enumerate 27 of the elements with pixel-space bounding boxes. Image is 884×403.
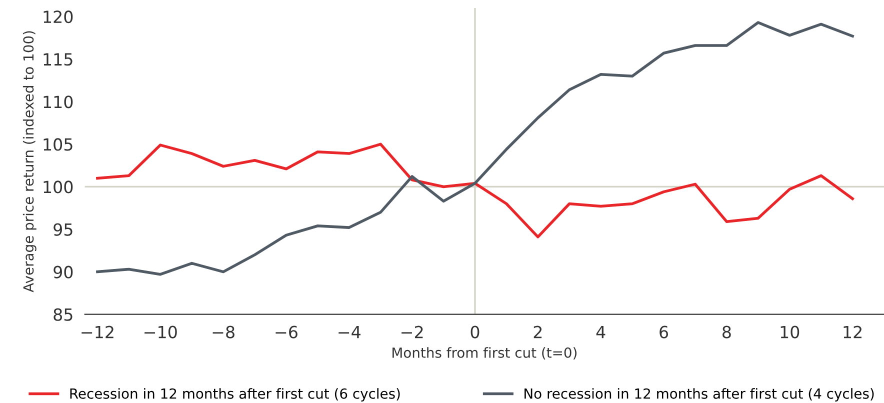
y-tick-label: 95 — [54, 223, 72, 236]
x-tick-label: −10 — [144, 326, 177, 338]
x-tick-label: 0 — [470, 326, 480, 338]
x-tick-label: −8 — [212, 326, 234, 338]
legend-label: No recession in 12 months after first cut (4 cycles) — [524, 388, 874, 402]
line-series — [96, 21, 854, 276]
y-tick-label: 120 — [44, 10, 73, 24]
y-axis-title: Average price return (indexed to 100) — [22, 31, 36, 292]
line-series — [96, 142, 854, 238]
y-tick-label: 90 — [54, 266, 73, 278]
y-tick-label: 110 — [44, 96, 73, 108]
x-tick-label: −12 — [82, 326, 114, 338]
y-tick-label: 100 — [44, 180, 73, 194]
x-tick-label: −2 — [402, 326, 423, 338]
x-tick-label: 10 — [780, 326, 800, 338]
y-tick-label: 115 — [44, 53, 72, 66]
x-tick-label: 12 — [844, 326, 862, 338]
x-tick-label: 4 — [596, 326, 606, 338]
x-tick-label: −4 — [338, 326, 360, 338]
x-tick-label: −6 — [276, 326, 298, 338]
x-tick-label: 2 — [534, 326, 542, 338]
x-tick-label: 6 — [660, 326, 668, 338]
legend-label: Recession in 12 months after first cut (6 cycles) — [70, 388, 400, 402]
y-tick-label: 105 — [44, 138, 72, 151]
x-axis-title: Months from first cut (t=0) — [392, 347, 577, 360]
y-tick-label: 85 — [54, 308, 72, 321]
x-tick-label: 8 — [722, 326, 731, 338]
